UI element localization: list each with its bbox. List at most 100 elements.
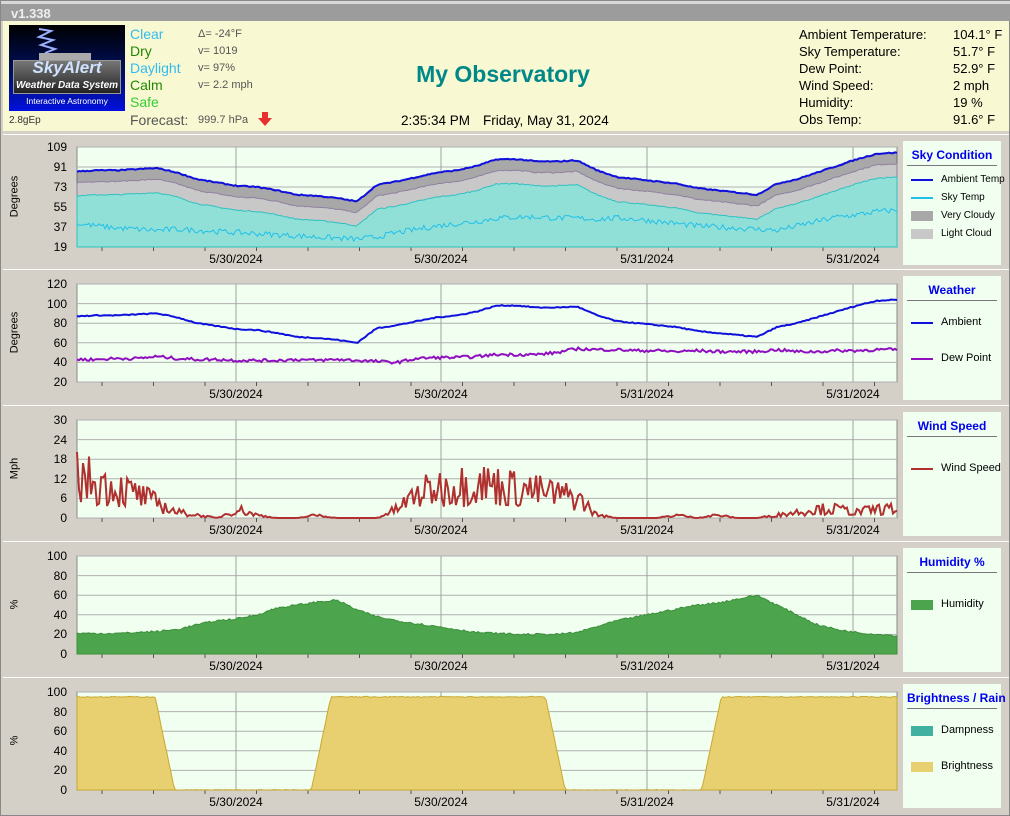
logo-brand: SkyAlert <box>32 58 102 77</box>
reading-value: 51.7° F <box>953 44 996 59</box>
x-tick-label: 5/30/2024 <box>414 795 468 809</box>
x-tick-label: 5/31/2024 <box>826 387 880 401</box>
humidity-area <box>76 594 898 655</box>
status-value: Δ= -24°F <box>198 28 242 40</box>
skyalert-logo: SkyAlert Weather Data System Interactive… <box>9 25 125 111</box>
y-tick-label: 20 <box>53 375 67 389</box>
y-tick-label: 0 <box>60 647 67 661</box>
y-tick-label: 120 <box>46 277 67 291</box>
x-tick-label: 5/30/2024 <box>414 252 468 266</box>
x-tick-label: 5/31/2024 <box>620 252 674 266</box>
y-tick-label: 20 <box>53 627 67 642</box>
x-tick-label: 5/30/2024 <box>209 387 263 401</box>
x-tick-label: 5/30/2024 <box>209 659 263 673</box>
chart-plot <box>76 691 898 794</box>
legend-item: Sky Temp <box>911 192 985 204</box>
legend-item: Ambient Temp <box>911 174 1005 186</box>
legend-label: Wind Speed <box>941 462 1001 474</box>
y-tick-label: 40 <box>53 607 67 622</box>
x-tick-label: 5/30/2024 <box>414 659 468 673</box>
legend-item: Ambient <box>911 316 981 329</box>
legend-title: Wind Speed <box>907 419 997 437</box>
chart-legend: Sky Condition Ambient Temp Sky Temp Very Cl… <box>903 141 1005 265</box>
reading-label: Dew Point: <box>799 61 862 76</box>
y-tick-label: 55 <box>53 200 67 214</box>
reading-label: Obs Temp: <box>799 112 862 127</box>
legend-item: Dampness <box>911 724 994 737</box>
y-tick-label: 24 <box>53 432 67 447</box>
brightness-area <box>76 695 898 791</box>
legend-title: Brightness / Rain <box>907 691 1006 709</box>
status-value: v= 97% <box>198 62 235 74</box>
lightning-icon <box>36 28 91 60</box>
legend-label: Dew Point <box>941 352 992 364</box>
y-tick-label: 91 <box>53 160 67 174</box>
y-tick-label: 60 <box>53 724 67 739</box>
y-axis-label: Degrees <box>8 311 21 354</box>
clock-date: Friday, May 31, 2024 <box>483 113 609 128</box>
reading-label: Humidity: <box>799 95 854 110</box>
y-tick-label: 37 <box>53 220 67 234</box>
y-tick-label: 30 <box>53 413 67 427</box>
x-tick-label: 5/31/2024 <box>620 659 674 673</box>
clear-area <box>76 176 898 248</box>
status-dry: Dry <box>130 43 152 59</box>
reading-label: Wind Speed: <box>799 78 874 93</box>
chart-legend: Humidity % Humidity <box>903 548 1001 672</box>
x-tick-label: 5/30/2024 <box>209 523 263 537</box>
y-tick-label: 19 <box>53 240 67 254</box>
x-tick-label: 5/31/2024 <box>826 795 880 809</box>
legend-swatch <box>911 321 933 324</box>
x-tick-label: 5/30/2024 <box>209 252 263 266</box>
reading-value: 104.1° F <box>953 27 1003 42</box>
x-tick-label: 5/31/2024 <box>620 795 674 809</box>
clock-time: 2:35:34 PM <box>401 113 471 128</box>
reading-label: Sky Temperature: <box>799 44 901 59</box>
legend-item: Wind Speed <box>911 462 1001 475</box>
logo-tagline: Interactive Astronomy <box>26 96 108 106</box>
x-tick-label: 5/31/2024 <box>826 252 880 266</box>
y-tick-label: 80 <box>53 704 67 719</box>
legend-item: Very Cloudy <box>911 210 995 222</box>
y-tick-label: 109 <box>46 140 67 154</box>
y-axis-label: % <box>8 599 21 610</box>
chart-plot <box>76 555 898 658</box>
x-tick-label: 5/31/2024 <box>826 523 880 537</box>
header-panel: SkyAlert Weather Data System Interactive… <box>3 21 1009 131</box>
observatory-title: My Observatory <box>416 61 590 87</box>
legend-label: Humidity <box>941 598 984 610</box>
status-value: v= 2.2 mph <box>198 79 253 91</box>
y-tick-label: 0 <box>60 511 67 525</box>
y-tick-label: 100 <box>46 296 67 311</box>
ambient-temp-line <box>76 151 898 203</box>
y-tick-label: 12 <box>53 471 67 486</box>
status-calm: Calm <box>130 77 163 93</box>
y-tick-label: 100 <box>46 549 67 563</box>
x-tick-label: 5/30/2024 <box>414 523 468 537</box>
logo-subtitle: Weather Data System <box>15 80 119 91</box>
chart-plot <box>76 146 898 251</box>
y-axis-label: % <box>8 735 21 746</box>
legend-swatch <box>911 179 933 181</box>
legend-swatch <box>911 229 933 239</box>
legend-swatch <box>911 197 933 199</box>
chart-panel-weather: 120 100 80 60 40 20 Degrees 5/30/2024 5/30/2024 5… <box>3 269 1009 401</box>
y-axis-label: Degrees <box>8 175 21 218</box>
down-arrow-icon <box>258 112 272 126</box>
legend-title: Weather <box>907 283 997 301</box>
y-tick-label: 0 <box>60 783 67 797</box>
reading-value: 52.9° F <box>953 61 996 76</box>
ambient-line <box>76 298 898 344</box>
legend-label: Dampness <box>941 724 994 736</box>
version-label: v1.338 <box>11 6 51 21</box>
legend-item: Brightness <box>911 760 993 773</box>
chart-panel-humidity-: 100 80 60 40 20 0% 5/30/2024 5/30/2024 5/31/2024… <box>3 541 1009 673</box>
chart-legend: Weather Ambient Dew Point <box>903 276 1001 400</box>
y-tick-label: 73 <box>53 180 67 194</box>
y-tick-label: 60 <box>53 588 67 603</box>
x-tick-label: 5/30/2024 <box>209 795 263 809</box>
wind-speed-line <box>76 452 898 520</box>
reading-value: 2 mph <box>953 78 990 93</box>
legend-label: Sky Temp <box>941 192 985 203</box>
x-tick-label: 5/31/2024 <box>826 659 880 673</box>
